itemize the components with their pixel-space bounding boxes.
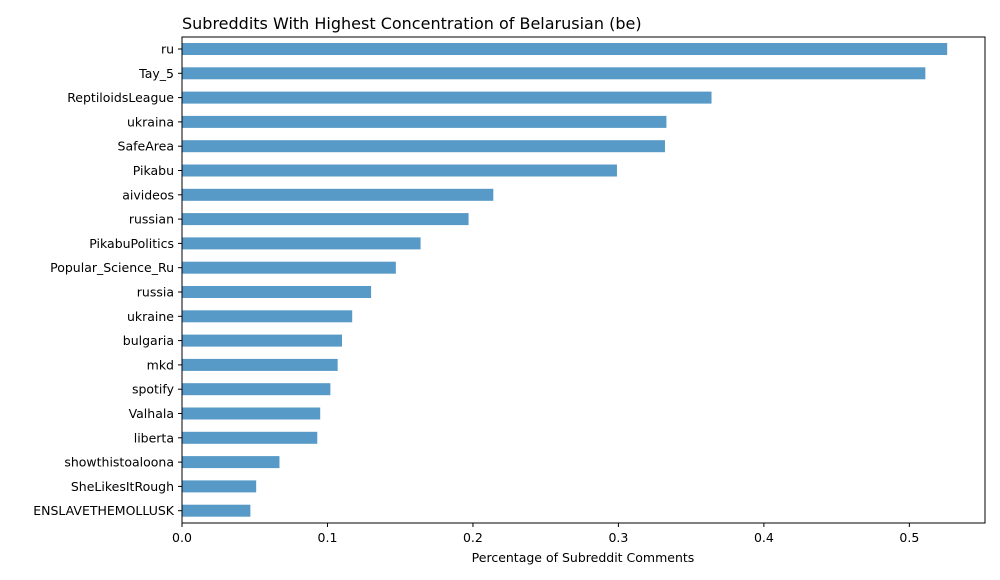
bar-liberta (182, 431, 318, 444)
category-label: ENSLAVETHEMOLLUSK (33, 503, 175, 518)
bar-spotify (182, 383, 331, 396)
x-tick-label: 0.2 (463, 530, 483, 545)
category-label: spotify (132, 382, 175, 397)
category-label: ukraine (127, 309, 174, 324)
bars-layer (182, 43, 948, 517)
bar-PikabuPolitics (182, 237, 421, 250)
category-label: russia (137, 285, 174, 300)
plot-area-frame (181, 36, 986, 524)
category-label: liberta (134, 430, 174, 445)
category-label: ru (161, 42, 174, 57)
category-label: bulgaria (123, 333, 174, 348)
category-label: showthistoaloona (64, 455, 174, 470)
bar-showthistoaloona (182, 456, 280, 469)
bar-ReptiloidsLeague (182, 91, 712, 104)
x-tick-label: 0.0 (172, 530, 192, 545)
bar-SheLikesItRough (182, 480, 257, 493)
bar-Popular_Science_Ru (182, 261, 396, 274)
bar-ukraine (182, 310, 353, 323)
bar-russia (182, 286, 372, 298)
bar-SafeArea (182, 140, 665, 153)
chart-title: Subreddits With Highest Concentration of… (182, 14, 642, 33)
category-label: Popular_Science_Ru (50, 260, 174, 275)
bar-ru (182, 43, 948, 55)
x-axis-label: Percentage of Subreddit Comments (472, 550, 695, 565)
bar-russian (182, 213, 469, 226)
bar-aivideos (182, 188, 494, 201)
bar-Pikabu (182, 164, 617, 177)
x-tick-label: 0.4 (754, 530, 774, 545)
category-label: mkd (147, 357, 174, 372)
category-label: Valhala (129, 406, 174, 421)
category-label: Tay_5 (138, 66, 174, 81)
y-axis-tick-labels: ru Tay_5 ReptiloidsLeague ukraina SafeArea Pi… (33, 42, 182, 518)
category-label: ukraina (127, 114, 174, 129)
bar-mkd (182, 358, 338, 371)
bar-Tay_5 (182, 67, 926, 80)
x-tick-label: 0.1 (318, 530, 338, 545)
bar-ENSLAVETHEMOLLUSK (182, 504, 251, 517)
category-label: PikabuPolitics (89, 236, 174, 251)
x-tick-label: 0.5 (899, 530, 919, 545)
x-axis-ticks: 0.0 0.1 0.2 0.3 0.4 0.5 (172, 523, 919, 545)
category-label: SafeArea (118, 139, 174, 154)
category-label: aivideos (122, 187, 174, 202)
bar-bulgaria (182, 334, 343, 347)
bar-ukraina (182, 115, 667, 128)
bar-Valhala (182, 407, 321, 420)
category-label: SheLikesItRough (71, 479, 174, 494)
x-tick-label: 0.3 (608, 530, 628, 545)
category-label: Pikabu (133, 163, 174, 178)
category-label: ReptiloidsLeague (67, 90, 174, 105)
category-label: russian (129, 212, 174, 227)
